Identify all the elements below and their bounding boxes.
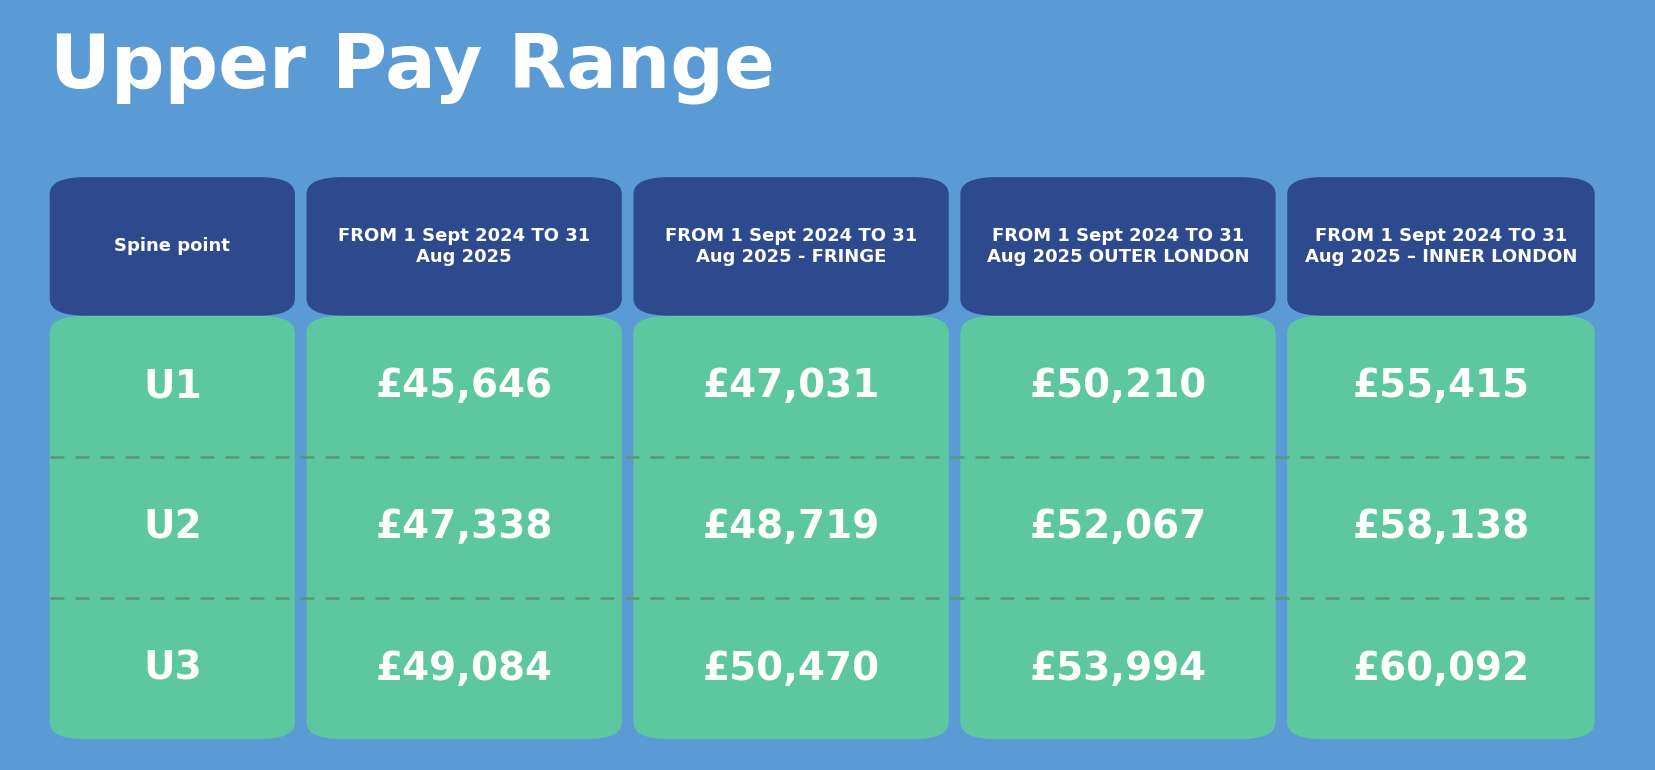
FancyBboxPatch shape xyxy=(306,177,621,316)
Text: Upper Pay Range: Upper Pay Range xyxy=(50,31,775,104)
Text: £47,031: £47,031 xyxy=(702,367,879,405)
Text: FROM 1 Sept 2024 TO 31
Aug 2025 - FRINGE: FROM 1 Sept 2024 TO 31 Aug 2025 - FRINGE xyxy=(665,227,917,266)
Text: £50,210: £50,210 xyxy=(1029,367,1206,405)
FancyBboxPatch shape xyxy=(50,177,295,316)
FancyBboxPatch shape xyxy=(632,316,948,739)
Text: £48,719: £48,719 xyxy=(702,508,879,547)
FancyBboxPatch shape xyxy=(632,177,948,316)
Text: £52,067: £52,067 xyxy=(1029,508,1206,547)
Text: FROM 1 Sept 2024 TO 31
Aug 2025 OUTER LONDON: FROM 1 Sept 2024 TO 31 Aug 2025 OUTER LO… xyxy=(986,227,1248,266)
Text: £60,092: £60,092 xyxy=(1352,650,1529,688)
Text: £55,415: £55,415 xyxy=(1352,367,1529,405)
Text: £45,646: £45,646 xyxy=(376,367,553,405)
Text: £58,138: £58,138 xyxy=(1352,508,1529,547)
Text: Spine point: Spine point xyxy=(114,237,230,256)
FancyBboxPatch shape xyxy=(306,316,621,739)
Text: FROM 1 Sept 2024 TO 31
Aug 2025: FROM 1 Sept 2024 TO 31 Aug 2025 xyxy=(338,227,589,266)
Text: £49,084: £49,084 xyxy=(376,650,553,688)
Text: U1: U1 xyxy=(142,367,202,405)
FancyBboxPatch shape xyxy=(1286,177,1594,316)
Text: U2: U2 xyxy=(142,508,202,547)
Text: U3: U3 xyxy=(142,650,202,688)
Text: FROM 1 Sept 2024 TO 31
Aug 2025 – INNER LONDON: FROM 1 Sept 2024 TO 31 Aug 2025 – INNER … xyxy=(1304,227,1576,266)
FancyBboxPatch shape xyxy=(1286,316,1594,739)
FancyBboxPatch shape xyxy=(960,177,1274,316)
Text: £53,994: £53,994 xyxy=(1029,650,1206,688)
FancyBboxPatch shape xyxy=(960,316,1274,739)
Text: £47,338: £47,338 xyxy=(376,508,553,547)
Text: £50,470: £50,470 xyxy=(702,650,879,688)
FancyBboxPatch shape xyxy=(50,316,295,739)
